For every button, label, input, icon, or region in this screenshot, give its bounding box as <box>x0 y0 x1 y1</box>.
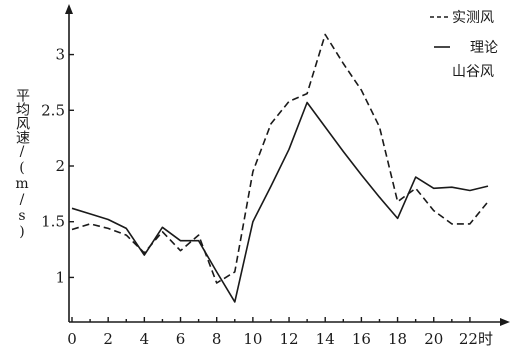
x-axis-ticks: 0 2 4 6 8 10 12 14 16 18 20 22时 <box>67 317 493 348</box>
x-tick-label: 2 <box>103 330 113 348</box>
x-tick-label: 18 <box>388 330 407 348</box>
x-axis-arrow <box>500 318 510 326</box>
legend: 实测风 理论山谷风 <box>430 10 498 80</box>
legend-label-theoretical-wind: 理论山谷风 <box>452 40 498 80</box>
x-tick-label: 6 <box>176 330 186 348</box>
y-axis-ticks: 1 1.5 2 2.5 3 <box>41 46 74 286</box>
series-line-theoretical-wind <box>71 101 489 303</box>
x-tick-label: 10 <box>243 330 262 348</box>
y-tick-label: 1.5 <box>41 213 65 231</box>
x-tick-label: 14 <box>316 330 335 348</box>
x-tick-label: 4 <box>140 330 150 348</box>
y-axis-arrow <box>65 4 73 14</box>
y-axis-title: 平均风速/(m/s) <box>14 88 30 240</box>
series-group <box>71 33 489 303</box>
x-tick-label: 22时 <box>459 330 493 348</box>
y-tick-label: 2.5 <box>41 101 65 119</box>
x-tick-label: 12 <box>279 330 298 348</box>
x-tick-label: 8 <box>212 330 222 348</box>
y-tick-label: 1 <box>55 268 65 286</box>
x-tick-label: 20 <box>424 330 443 348</box>
legend-label-measured-wind: 实测风 <box>452 10 494 26</box>
y-tick-label: 3 <box>55 46 65 64</box>
y-tick-label: 2 <box>55 157 65 175</box>
x-tick-label: 16 <box>352 330 371 348</box>
series-line-measured-wind <box>71 33 489 284</box>
x-tick-label: 0 <box>67 330 77 348</box>
